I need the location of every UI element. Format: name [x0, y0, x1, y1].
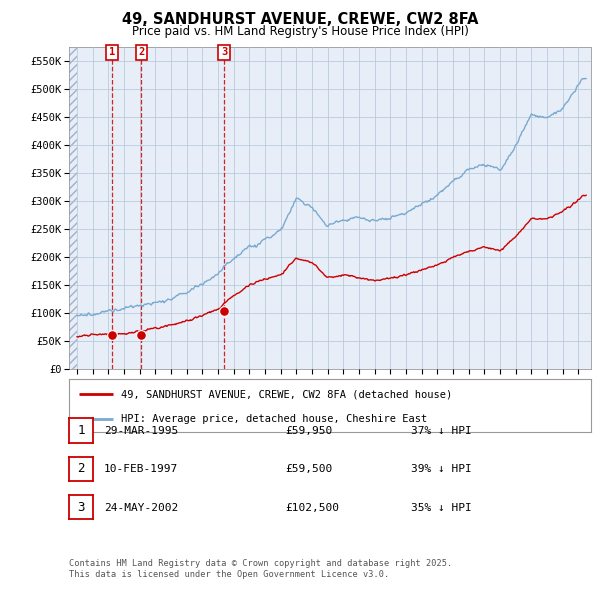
Text: 3: 3	[77, 500, 85, 513]
Text: 24-MAY-2002: 24-MAY-2002	[104, 503, 178, 513]
Text: 49, SANDHURST AVENUE, CREWE, CW2 8FA: 49, SANDHURST AVENUE, CREWE, CW2 8FA	[122, 12, 478, 27]
Text: 10-FEB-1997: 10-FEB-1997	[104, 464, 178, 474]
Text: 3: 3	[221, 47, 227, 57]
Bar	[69, 47, 77, 369]
Text: 29-MAR-1995: 29-MAR-1995	[104, 426, 178, 436]
Text: £59,500: £59,500	[285, 464, 332, 474]
Text: 2: 2	[138, 47, 145, 57]
Text: £102,500: £102,500	[285, 503, 339, 513]
Text: 37% ↓ HPI: 37% ↓ HPI	[411, 426, 472, 436]
Text: This data is licensed under the Open Government Licence v3.0.: This data is licensed under the Open Gov…	[69, 571, 389, 579]
Text: 49, SANDHURST AVENUE, CREWE, CW2 8FA (detached house): 49, SANDHURST AVENUE, CREWE, CW2 8FA (de…	[121, 389, 452, 399]
Text: 35% ↓ HPI: 35% ↓ HPI	[411, 503, 472, 513]
Text: Contains HM Land Registry data © Crown copyright and database right 2025.: Contains HM Land Registry data © Crown c…	[69, 559, 452, 568]
Text: £59,950: £59,950	[285, 426, 332, 436]
Text: HPI: Average price, detached house, Cheshire East: HPI: Average price, detached house, Ches…	[121, 414, 427, 424]
Text: 39% ↓ HPI: 39% ↓ HPI	[411, 464, 472, 474]
Text: 1: 1	[109, 47, 115, 57]
Text: 1: 1	[77, 424, 85, 437]
Text: Price paid vs. HM Land Registry's House Price Index (HPI): Price paid vs. HM Land Registry's House …	[131, 25, 469, 38]
Text: 2: 2	[77, 462, 85, 475]
